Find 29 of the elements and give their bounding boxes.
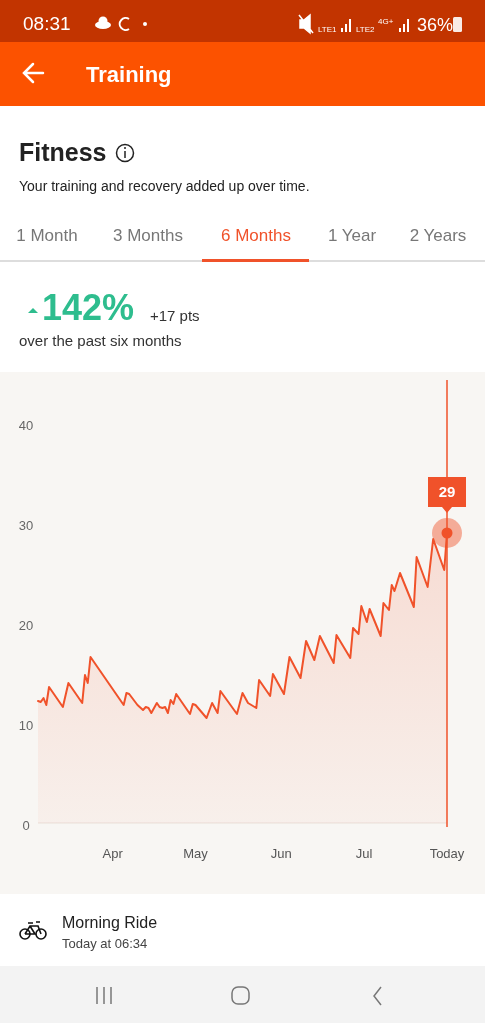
text: 142% (42, 287, 135, 328)
y-tick-label: 30 (18, 518, 34, 533)
text: 2 Years (409, 226, 467, 245)
x-tick-label: Today (429, 846, 465, 861)
text: 6 Months (221, 226, 291, 245)
text: Morning Ride (62, 914, 158, 931)
text: +17 pts (150, 307, 200, 324)
text: 3 Months (113, 226, 183, 245)
text: 1 Year (327, 226, 377, 245)
text: Training (86, 62, 172, 87)
x-tick-label: Jul (355, 846, 373, 861)
chart-title: Fitness (19, 138, 107, 166)
y-tick-label: 10 (18, 718, 34, 733)
text: 08:31 (23, 13, 71, 34)
text: 1 Month (16, 226, 78, 245)
text: 4G+ (378, 17, 394, 26)
data-label: 29 (438, 483, 456, 500)
x-tick-label: Jun (270, 846, 292, 861)
text: Today at 06:34 (62, 936, 148, 951)
y-tick-label: 0 (22, 818, 30, 833)
y-tick-label: 40 (18, 418, 34, 433)
text: LTE2 (356, 25, 376, 34)
y-tick-label: 20 (18, 618, 34, 633)
x-tick-label: Apr (102, 846, 124, 861)
text: over the past six months (19, 332, 182, 349)
text: LTE1 (318, 25, 338, 34)
chart-subtitle: Your training and recovery added up over time. (19, 178, 310, 194)
text: 36% (417, 15, 454, 35)
x-tick-label: May (183, 846, 209, 861)
